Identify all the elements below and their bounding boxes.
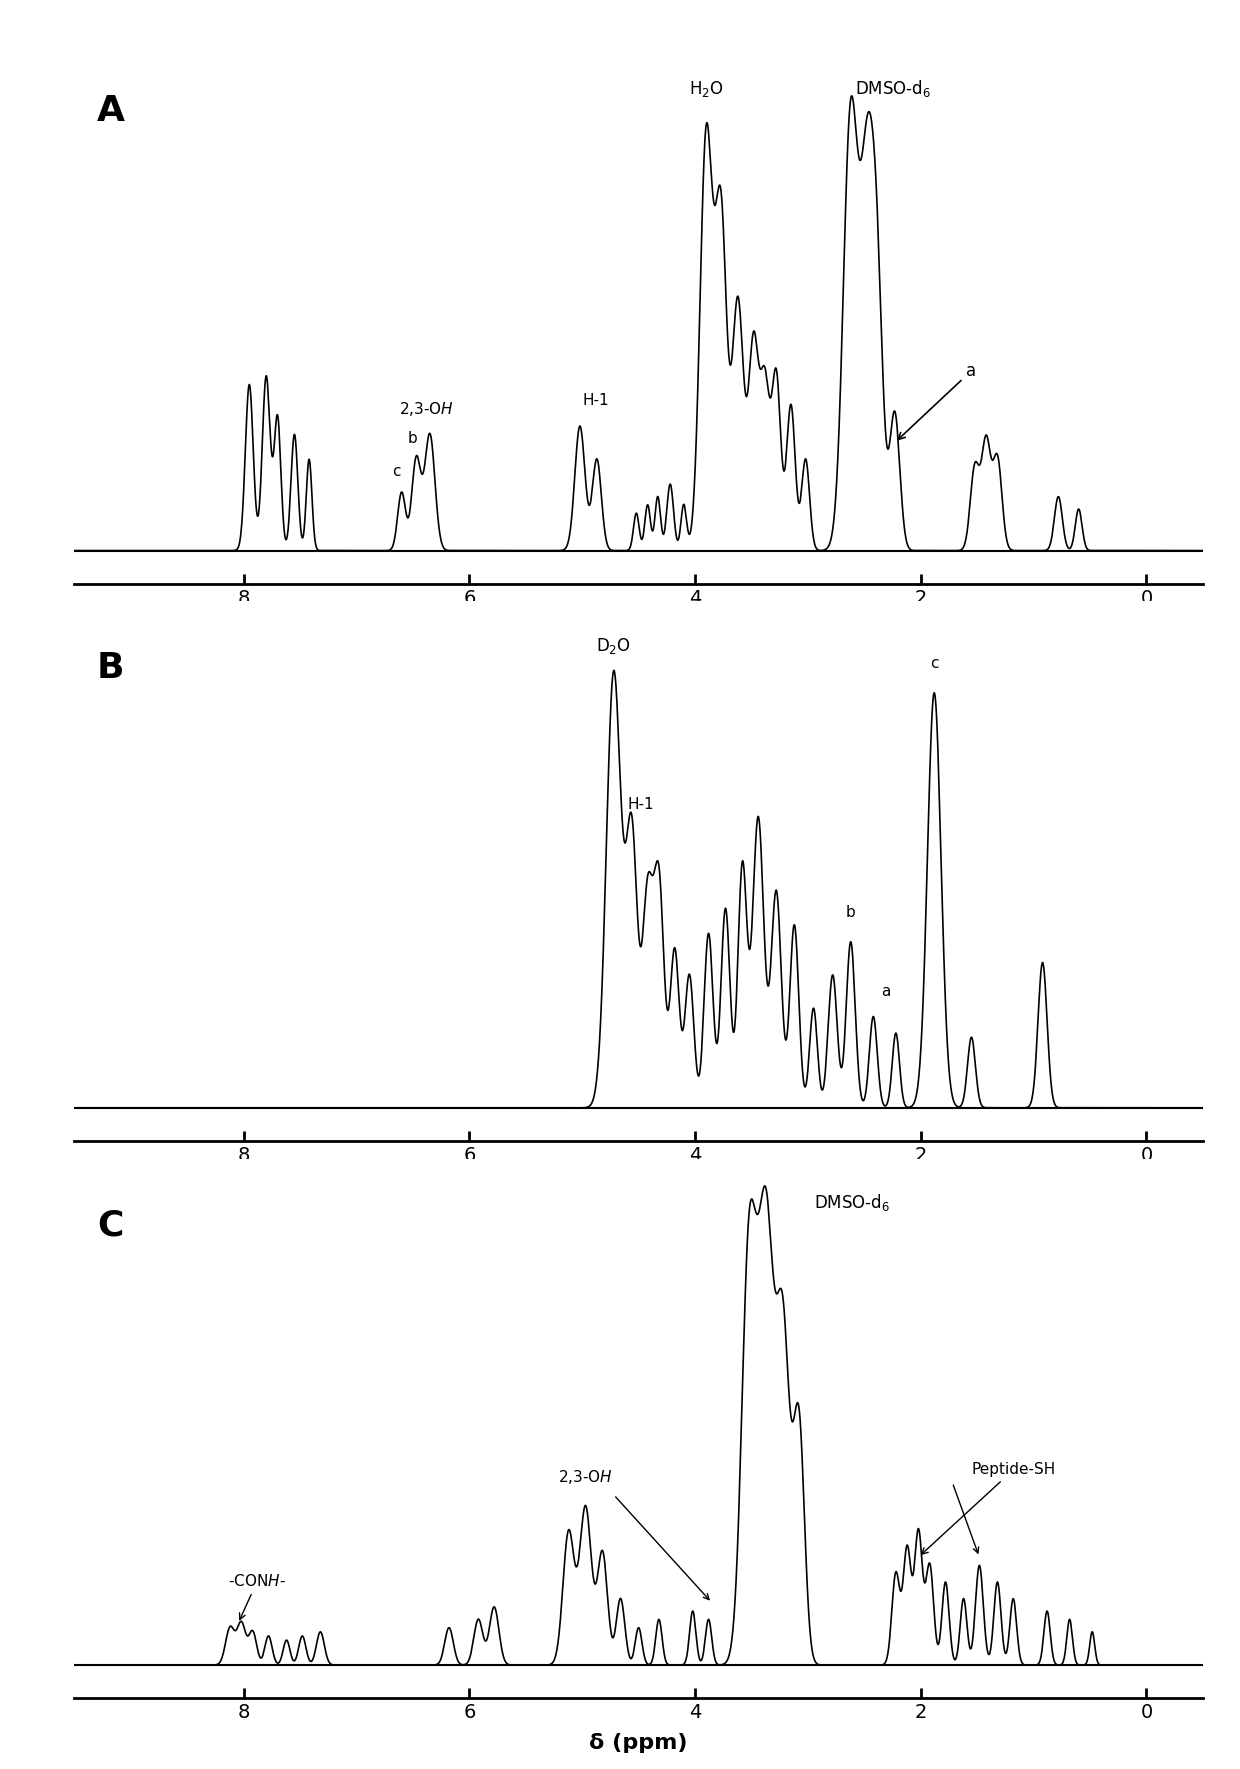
Text: 2,3-O$\mathit{H}$: 2,3-O$\mathit{H}$ [558, 1468, 613, 1486]
Text: -CON$\mathit{H}$-: -CON$\mathit{H}$- [228, 1573, 286, 1620]
X-axis label: δ (ppm): δ (ppm) [589, 1734, 688, 1753]
Text: 2,3-O$\mathit{H}$: 2,3-O$\mathit{H}$ [399, 400, 454, 417]
Text: Peptide-SH: Peptide-SH [921, 1463, 1055, 1555]
Text: A: A [97, 94, 125, 127]
Text: c: c [930, 656, 939, 670]
Text: a: a [898, 363, 976, 439]
Text: a: a [882, 984, 890, 999]
Text: C: C [97, 1208, 123, 1242]
Text: H-1: H-1 [583, 393, 609, 409]
Text: D$_2$O: D$_2$O [596, 637, 631, 656]
Text: b: b [846, 906, 856, 920]
Text: DMSO-d$_6$: DMSO-d$_6$ [856, 78, 931, 99]
Text: H-1: H-1 [627, 798, 653, 812]
Text: b: b [408, 430, 418, 446]
Text: H$_2$O: H$_2$O [689, 80, 724, 99]
Text: DMSO-d$_6$: DMSO-d$_6$ [813, 1192, 889, 1214]
Text: c: c [392, 463, 401, 479]
Text: B: B [97, 651, 124, 685]
